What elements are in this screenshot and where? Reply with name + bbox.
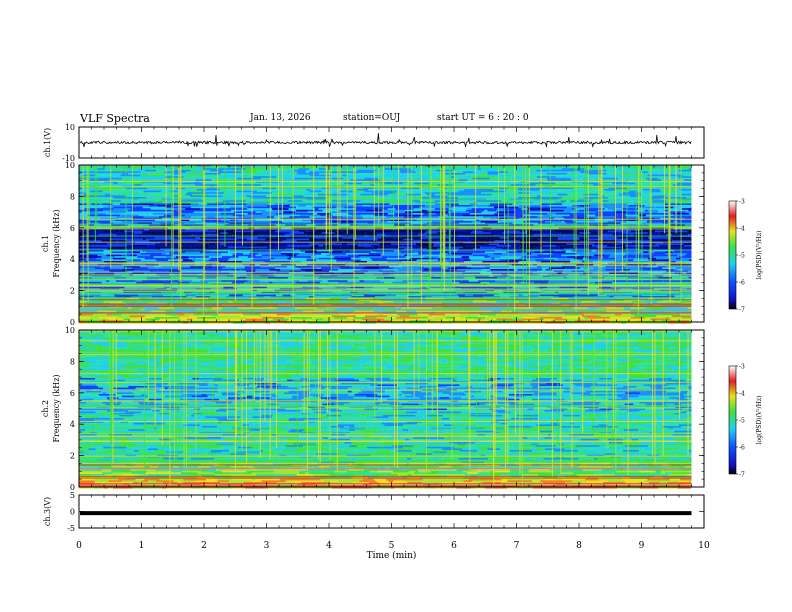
spec1-colorbar bbox=[728, 200, 737, 310]
spec1-ytick-4: 8 bbox=[70, 192, 75, 201]
spec1-cb-tick-1: -4 bbox=[739, 226, 745, 233]
date-label: Jan. 13, 2026 bbox=[250, 113, 311, 123]
spec2-ytick-1: 2 bbox=[70, 452, 75, 461]
ch3-ytick-2: -5 bbox=[67, 524, 75, 533]
xtick-label-10: 10 bbox=[698, 541, 710, 551]
xtick-label-3: 3 bbox=[264, 541, 270, 551]
xtick-label-2: 2 bbox=[201, 541, 207, 551]
spec2-cb-tick-1: -4 bbox=[739, 391, 745, 398]
spec2-cb-tick-3: -6 bbox=[739, 445, 745, 452]
ch3-ytick-0: 5 bbox=[70, 491, 75, 500]
spec2-ylabel-freq: Frequency (kHz) bbox=[52, 374, 61, 442]
spec1-ytick-5: 10 bbox=[65, 161, 75, 170]
x-axis-label: Time (min) bbox=[367, 550, 417, 561]
spec1-ylabel-channel: ch.1 bbox=[41, 235, 50, 252]
xtick-label-4: 4 bbox=[326, 541, 332, 551]
spec1-ytick-0: 0 bbox=[70, 318, 75, 327]
xtick-label-5: 5 bbox=[389, 541, 395, 551]
spec2-ytick-2: 4 bbox=[70, 420, 75, 429]
xtick-label-7: 7 bbox=[514, 541, 520, 551]
spec2-cb-tick-0: -3 bbox=[739, 364, 745, 371]
xtick-label-6: 6 bbox=[451, 541, 457, 551]
start-ut-label: start UT = 6 : 20 : 0 bbox=[437, 113, 529, 123]
spec1-cb-tick-2: -5 bbox=[739, 253, 745, 260]
xtick-label-0: 0 bbox=[76, 541, 82, 551]
spec2-ytick-4: 8 bbox=[70, 357, 75, 366]
spec2-ytick-0: 0 bbox=[70, 483, 75, 492]
spec2-ytick-5: 10 bbox=[65, 326, 75, 335]
ch3-ylabel: ch.3(V) bbox=[43, 497, 52, 526]
station-label: station=OUJ bbox=[343, 113, 401, 123]
xtick-label-9: 9 bbox=[639, 541, 645, 551]
ch1-ytick-0: 10 bbox=[65, 123, 75, 132]
spec2-ylabel-channel: ch.2 bbox=[41, 400, 50, 417]
ch1-ylabel: ch.1(V) bbox=[43, 128, 52, 157]
spec2-cb-tick-4: -7 bbox=[739, 472, 745, 479]
ch1-trace bbox=[79, 132, 692, 148]
spec1-ytick-2: 4 bbox=[70, 255, 75, 264]
ch2-spectrogram-heatmap bbox=[78, 329, 705, 489]
spec2-cb-tick-2: -5 bbox=[739, 418, 745, 425]
ch3-ytick-1: 0 bbox=[70, 508, 75, 517]
spec1-cb-label: log(PSD)(V²/Hz) bbox=[756, 231, 763, 280]
ch1-ytick-1: -10 bbox=[62, 154, 75, 163]
spec1-cb-tick-4: -7 bbox=[739, 307, 745, 314]
spec1-cb-tick-3: -6 bbox=[739, 280, 745, 287]
spec1-cb-tick-0: -3 bbox=[739, 199, 745, 206]
xtick-label-8: 8 bbox=[576, 541, 582, 551]
spec1-ytick-1: 2 bbox=[70, 287, 75, 296]
spec1-ylabel-freq: Frequency (kHz) bbox=[52, 209, 61, 277]
spec1-ytick-3: 6 bbox=[70, 224, 75, 233]
spec2-ytick-3: 6 bbox=[70, 389, 75, 398]
figure-title: VLF Spectra bbox=[80, 112, 150, 125]
spec2-cb-label: log(PSD)(V²/Hz) bbox=[756, 396, 763, 445]
spec2-colorbar bbox=[728, 365, 737, 475]
xtick-label-1: 1 bbox=[139, 541, 145, 551]
ch1-spectrogram-heatmap bbox=[78, 164, 705, 324]
